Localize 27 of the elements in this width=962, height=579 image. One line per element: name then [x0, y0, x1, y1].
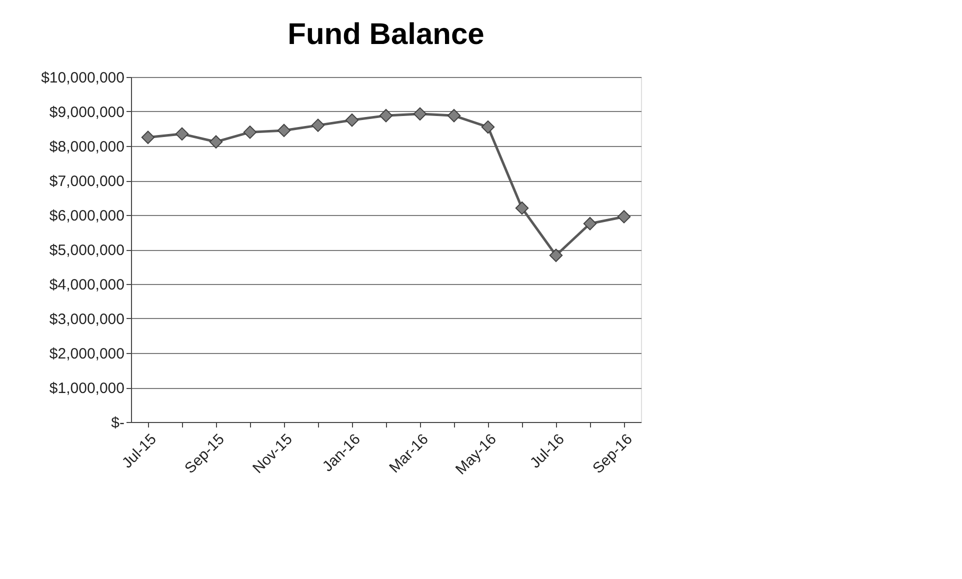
- y-tick-label: $3,000,000: [49, 311, 124, 328]
- point: [481, 120, 495, 134]
- point: [515, 201, 529, 215]
- y-tick-label: $10,000,000: [41, 70, 124, 86]
- point: [447, 109, 461, 122]
- point: [549, 248, 563, 262]
- y-tick-label: $-: [111, 414, 124, 432]
- y-tick-label: $5,000,000: [49, 242, 124, 259]
- y-tick-label: $6,000,000: [49, 208, 124, 224]
- y-tick-label: $8,000,000: [49, 138, 124, 156]
- point: [617, 210, 631, 224]
- point: [345, 114, 359, 127]
- chart-title: Fund Balance: [288, 18, 484, 51]
- point: [583, 217, 597, 230]
- y-tick-label: $7,000,000: [49, 173, 124, 190]
- point: [277, 124, 291, 138]
- y-tick-label: $9,000,000: [49, 104, 124, 121]
- point: [413, 107, 427, 121]
- point: [141, 130, 155, 144]
- point: [379, 109, 393, 122]
- point: [311, 118, 325, 132]
- point: [209, 135, 223, 148]
- point: [243, 126, 257, 139]
- point: [175, 127, 189, 141]
- y-tick-label: $1,000,000: [49, 380, 124, 397]
- y-tick-label: $4,000,000: [49, 276, 124, 294]
- y-tick-label: $2,000,000: [49, 346, 124, 362]
